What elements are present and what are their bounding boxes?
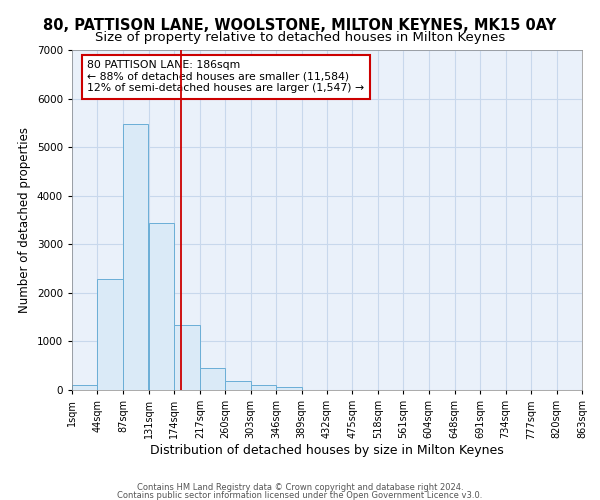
Bar xyxy=(72,385,97,390)
Text: 80 PATTISON LANE: 186sqm
← 88% of detached houses are smaller (11,584)
12% of se: 80 PATTISON LANE: 186sqm ← 88% of detach… xyxy=(88,60,364,94)
Text: Size of property relative to detached houses in Milton Keynes: Size of property relative to detached ho… xyxy=(95,31,505,44)
Bar xyxy=(175,325,200,390)
Text: Contains HM Land Registry data © Crown copyright and database right 2024.: Contains HM Land Registry data © Crown c… xyxy=(137,484,463,492)
Bar xyxy=(149,223,175,390)
Bar xyxy=(97,280,123,390)
Bar xyxy=(251,385,276,390)
Bar xyxy=(276,387,302,390)
Y-axis label: Number of detached properties: Number of detached properties xyxy=(18,127,31,313)
Text: 80, PATTISON LANE, WOOLSTONE, MILTON KEYNES, MK15 0AY: 80, PATTISON LANE, WOOLSTONE, MILTON KEY… xyxy=(43,18,557,32)
Bar xyxy=(225,381,251,390)
Bar xyxy=(200,368,225,390)
Text: Contains public sector information licensed under the Open Government Licence v3: Contains public sector information licen… xyxy=(118,490,482,500)
Bar xyxy=(123,124,148,390)
X-axis label: Distribution of detached houses by size in Milton Keynes: Distribution of detached houses by size … xyxy=(150,444,504,457)
